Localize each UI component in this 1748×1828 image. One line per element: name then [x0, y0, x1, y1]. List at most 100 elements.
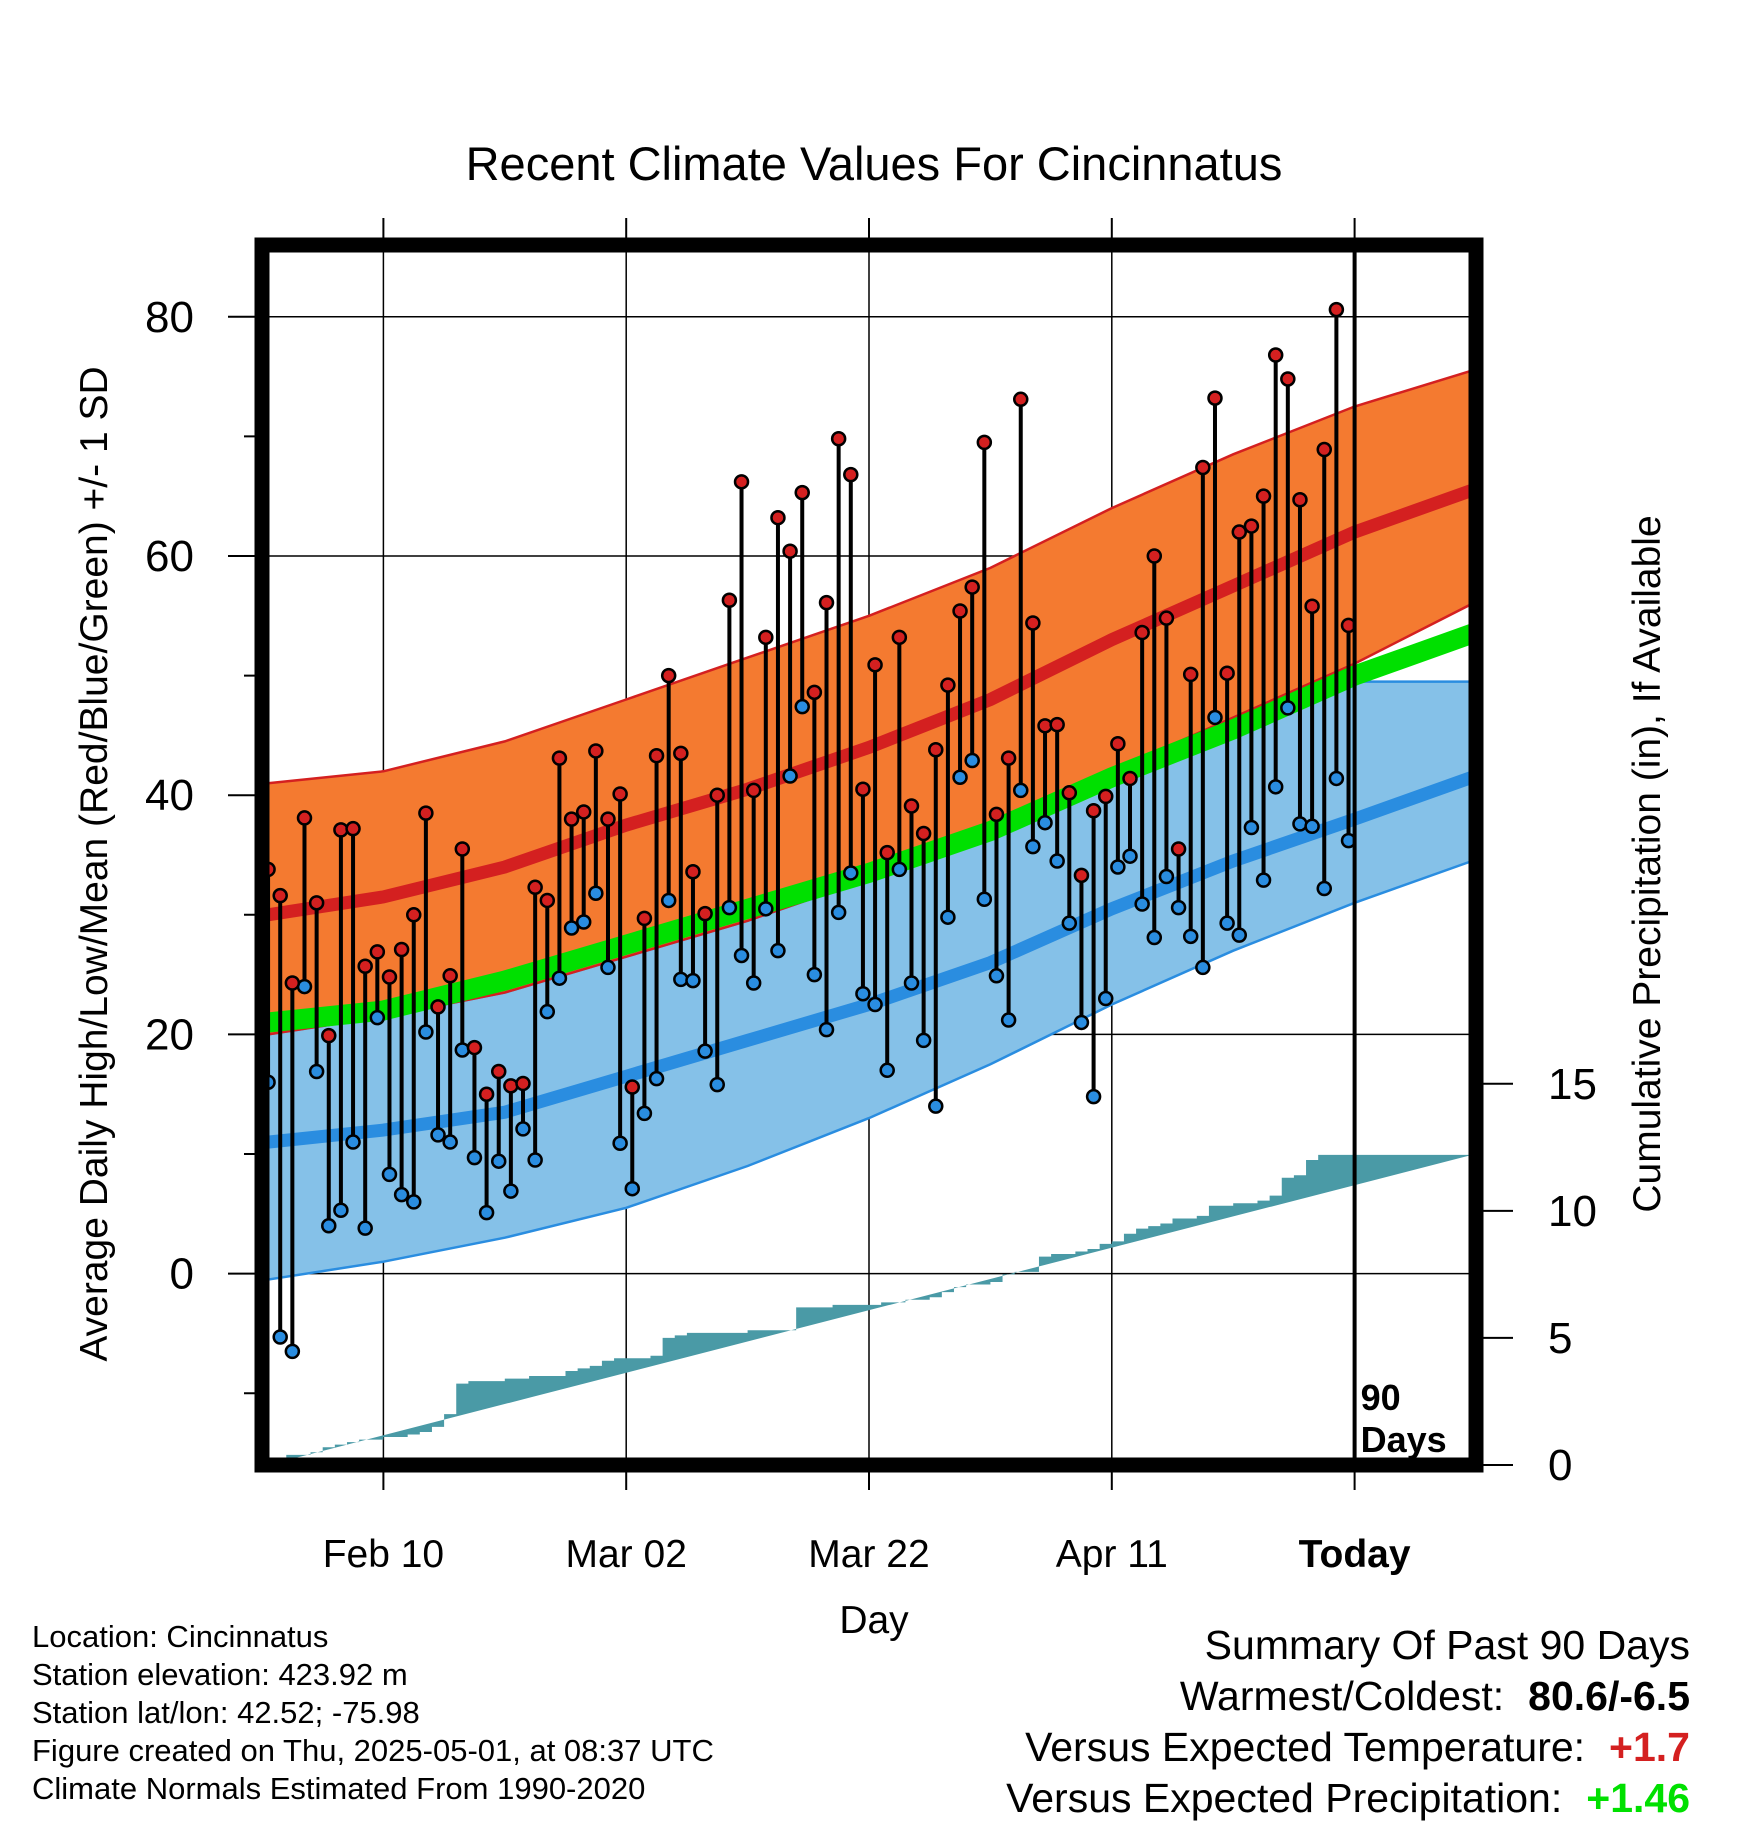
low-temp-point — [806, 966, 823, 983]
mean-normal-line — [266, 624, 1476, 1033]
low-temp-point — [648, 1070, 665, 1087]
chart-title: Recent Climate Values For Cincinnatus — [466, 137, 1283, 190]
high-temp-point — [745, 782, 762, 799]
low-temp-point — [1000, 1012, 1017, 1028]
high-temp-point — [709, 787, 725, 803]
low-temp-point — [636, 1105, 653, 1122]
low-temp-point — [685, 972, 701, 989]
summary-heading: Summary Of Past 90 Days — [1204, 1622, 1690, 1668]
high-temp-point — [1255, 488, 1272, 504]
low-temp-point — [818, 1021, 835, 1038]
high-temp-point — [673, 745, 689, 762]
low-temp-point — [928, 1098, 944, 1114]
high-temp-point — [928, 741, 944, 758]
low-temp-point — [1049, 853, 1065, 869]
low-temp-point — [442, 1134, 458, 1150]
high-temp-point — [1025, 615, 1041, 631]
created-text: Figure created on Thu, 2025-05-01, at 08… — [32, 1733, 714, 1768]
warmest-row: Warmest/Coldest: 80.6/-6.5 — [1006, 1671, 1690, 1722]
low-temp-point — [1304, 818, 1320, 835]
warmest-label: Warmest/Coldest: — [1179, 1673, 1505, 1719]
y-tick-label: 80 — [145, 293, 194, 342]
low-temp-point — [466, 1149, 483, 1166]
low-temp-point — [1158, 868, 1175, 885]
low-temp-point — [503, 1183, 519, 1199]
high-temp-point — [843, 466, 859, 483]
low-temp-point — [308, 1063, 325, 1080]
today-marker-label: Days — [1361, 1419, 1447, 1460]
low-temp-point — [515, 1121, 531, 1137]
low-temp-point — [612, 1135, 628, 1152]
low-temp-point — [745, 975, 762, 991]
low-temp-point — [867, 996, 883, 1013]
high-temp-point — [1073, 867, 1090, 884]
precip-label: Versus Expected Precipitation: — [1006, 1775, 1563, 1821]
high-temp-point — [1231, 524, 1248, 540]
precipitation-area — [268, 1154, 1472, 1465]
x-tick-label: Apr 11 — [1056, 1533, 1168, 1576]
y2-axis-title: Cumulative Precipitation (in), If Availa… — [1626, 515, 1669, 1212]
high-temp-point — [1243, 518, 1260, 534]
high-temp-point — [551, 750, 568, 766]
high-temp-point — [321, 1027, 337, 1044]
low-temp-point — [709, 1076, 725, 1093]
high-temp-point — [1292, 492, 1308, 508]
high-temp-point — [806, 684, 823, 701]
high-normal-line — [267, 484, 1475, 922]
low-temp-point — [733, 947, 750, 964]
high-temp-point — [1061, 785, 1078, 801]
low-temp-point — [575, 914, 592, 930]
high-temp-point — [1170, 841, 1187, 857]
high-temp-point — [733, 474, 750, 490]
warmest-value: 80.6/-6.5 — [1528, 1673, 1690, 1719]
low-temp-point — [1231, 927, 1248, 943]
low-temp-point — [1013, 782, 1029, 799]
low-temp-point — [1182, 928, 1199, 945]
high-temp-point — [490, 1063, 507, 1080]
high-temp-point — [345, 820, 361, 837]
low-temp-point — [381, 1166, 398, 1183]
high-temp-point — [855, 781, 871, 797]
low-temp-point — [879, 1062, 895, 1079]
high-temp-point — [272, 887, 288, 904]
high-temp-point — [830, 431, 847, 447]
low-temp-point — [1316, 880, 1332, 897]
high-temp-point — [539, 892, 556, 909]
low-temp-point — [721, 899, 738, 916]
low-temp-point — [891, 861, 908, 878]
low-temp-point — [843, 865, 859, 881]
y-tick-label: 0 — [170, 1250, 194, 1299]
low-temp-point — [1134, 896, 1150, 912]
x-axis-title: Day — [839, 1599, 909, 1642]
high-temp-point — [515, 1075, 531, 1092]
high-temp-point — [1195, 459, 1211, 476]
high-temp-point — [660, 667, 677, 684]
high-temp-point — [770, 509, 786, 526]
y-tick-label: 20 — [145, 1010, 194, 1059]
low-temp-point — [1037, 814, 1053, 831]
low-temp-point — [952, 769, 968, 786]
high-temp-point — [624, 1079, 641, 1095]
latlon-text: Station lat/lon: 42.52; -75.98 — [32, 1695, 420, 1730]
low-temp-point — [418, 1024, 434, 1040]
high-temp-point — [940, 677, 956, 693]
y2-tick-label: 10 — [1548, 1187, 1597, 1236]
y-tick-label: 60 — [145, 532, 194, 581]
low-temp-point — [454, 1042, 471, 1058]
high-temp-point — [879, 844, 895, 861]
high-temp-point — [1049, 716, 1065, 733]
high-temp-point — [758, 629, 774, 646]
high-temp-point — [1280, 371, 1296, 387]
low-temp-point — [782, 768, 798, 784]
y2-tick-label: 15 — [1548, 1060, 1597, 1109]
high-temp-point — [1097, 788, 1114, 805]
high-temp-point — [1085, 802, 1102, 819]
low-temp-point — [1255, 872, 1272, 888]
high-temp-point — [782, 543, 798, 559]
high-temp-point — [430, 999, 446, 1015]
high-temp-point — [721, 592, 738, 608]
high-temp-point — [406, 907, 422, 923]
low-temp-point — [758, 901, 774, 917]
precip-value: +1.46 — [1586, 1775, 1690, 1821]
precip-row: Versus Expected Precipitation: +1.46 — [1006, 1773, 1690, 1824]
